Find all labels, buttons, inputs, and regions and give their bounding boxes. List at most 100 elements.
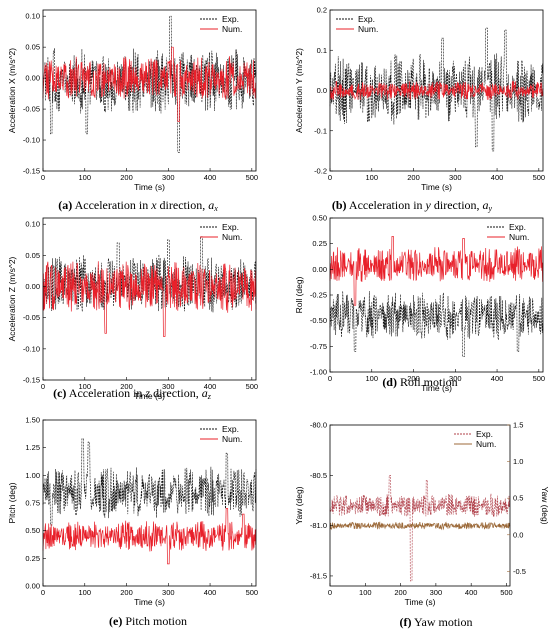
y-axis-label: Roll (deg)	[294, 276, 304, 313]
caption-text: Roll motion	[400, 375, 458, 389]
caption-letter: (d)	[382, 375, 397, 389]
series-line-num	[329, 236, 544, 306]
legend-label-num: Num.	[222, 232, 242, 242]
x-tick-label: 500	[533, 173, 546, 182]
y-axis-label: Acceleration Y (m/s^2)	[294, 48, 304, 133]
caption-rest: direction,	[431, 198, 483, 212]
x-tick-label: 300	[430, 588, 443, 597]
y-right-tick-label: 0.0	[513, 530, 523, 539]
x-tick-label: 0	[328, 374, 332, 383]
x-tick-label: 100	[79, 173, 92, 182]
x-tick-label: 500	[500, 588, 513, 597]
legend-label-num: Num.	[222, 434, 242, 444]
x-axis-label: Time (s)	[421, 383, 452, 393]
panel-caption: (b) Acceleration in y direction, ay	[332, 198, 493, 213]
y-tick-label: 0.2	[317, 6, 327, 15]
y-axis-label: Yaw (deg)	[294, 486, 304, 524]
caption-variable: x	[150, 198, 157, 212]
y-tick-label: 0.25	[25, 554, 40, 563]
plot-frame	[329, 424, 511, 587]
y-axis-label: Acceleration Z (m/s^2)	[7, 256, 17, 341]
legend-label-exp: Exp.	[476, 429, 493, 439]
y-tick-label: -0.1	[314, 126, 327, 135]
x-tick-label: 100	[79, 382, 92, 391]
y-axis-label: Acceleration X (m/s^2)	[7, 48, 17, 133]
y-tick-label: 0.00	[25, 74, 40, 83]
y-tick-label: 0.0	[317, 86, 327, 95]
y-tick-label: -81.0	[310, 521, 327, 530]
series-line-num	[329, 521, 511, 531]
y-axis-label: Pitch (deg)	[7, 482, 17, 523]
x-tick-label: 300	[162, 173, 175, 182]
chart-panel-c: 0 100 200 300 400 500 -0.15 -0.10 -0.05 0.00 0.05 0…	[7, 217, 259, 401]
plot-frame	[42, 9, 257, 172]
y-axis-label-right: Yaw (deg)	[540, 486, 550, 524]
y-tick-label: -0.05	[23, 313, 40, 322]
legend-label-exp: Exp.	[509, 222, 526, 232]
caption-symbol: a	[202, 386, 208, 400]
y-tick-label: 0.50	[312, 214, 327, 223]
x-tick-label: 400	[204, 382, 217, 391]
x-tick-label: 300	[449, 173, 462, 182]
legend-label-num: Num.	[509, 232, 529, 242]
caption-subscript: z	[207, 392, 212, 401]
caption-subscript: x	[213, 204, 218, 213]
y-tick-label: -0.50	[310, 316, 327, 325]
y-tick-label: 0.00	[25, 282, 40, 291]
x-tick-label: 200	[120, 382, 133, 391]
caption-variable: z	[144, 386, 150, 400]
x-tick-label: 300	[449, 374, 462, 383]
y-tick-label: 0.25	[312, 239, 327, 248]
x-axis-label: Time (s)	[421, 182, 452, 192]
y-tick-label: -1.00	[310, 368, 327, 377]
y-tick-label: -0.15	[23, 167, 40, 176]
legend-label-exp: Exp.	[222, 222, 239, 232]
x-tick-label: 100	[79, 588, 92, 597]
legend-label-exp: Exp.	[222, 14, 239, 24]
x-tick-label: 400	[204, 173, 217, 182]
legend-label-num: Num.	[358, 24, 378, 34]
series-line-num	[42, 46, 257, 122]
caption-text: Acceleration in	[349, 198, 426, 212]
chart-panel-f: 0 100 200 300 400 500 -81.5 -81.0 -80.5 -80.0 -0.5…	[294, 421, 550, 630]
y-tick-label: 0.00	[25, 582, 40, 591]
x-tick-label: 300	[162, 382, 175, 391]
panel-caption: (d) Roll motion	[382, 375, 457, 389]
y-tick-label: -0.05	[23, 105, 40, 114]
y-tick-label: 0.75	[25, 499, 40, 508]
chart-panel-a: 0 100 200 300 400 500 -0.15 -0.10 -0.05 0.00 0.05 0…	[7, 9, 259, 213]
x-tick-label: 500	[533, 374, 546, 383]
caption-letter: (c)	[53, 386, 66, 400]
series-line-num	[42, 508, 257, 565]
legend-label-exp: Exp.	[358, 14, 375, 24]
caption-text: Acceleration in	[69, 386, 146, 400]
y-tick-label: 0.10	[25, 12, 40, 21]
chart-panel-e: 0 100 200 300 400 500 0.00 0.25 0.50 0.75 1.00 1.25…	[7, 416, 258, 629]
x-tick-label: 100	[359, 588, 372, 597]
y-tick-label: -80.0	[310, 421, 327, 430]
x-tick-label: 400	[491, 173, 504, 182]
y-right-tick-label: 0.5	[513, 494, 523, 503]
caption-letter: (a)	[58, 198, 72, 212]
caption-text: Acceleration in	[75, 198, 152, 212]
chart-panel-b: 0 100 200 300 400 500 -0.2 -0.1 0.0 0.1 0.2 Time (s…	[294, 6, 545, 214]
x-tick-label: 300	[162, 588, 175, 597]
x-tick-label: 500	[246, 382, 259, 391]
plot-frame	[42, 217, 257, 381]
y-right-tick-label: 1.0	[513, 457, 523, 466]
y-tick-label: 0.10	[25, 220, 40, 229]
legend-label-exp: Exp.	[222, 424, 239, 434]
y-tick-label: 0.00	[312, 265, 327, 274]
x-axis-label: Time (s)	[134, 391, 165, 401]
x-tick-label: 100	[366, 374, 379, 383]
y-tick-label: -0.25	[310, 291, 327, 300]
legend-label-num: Num.	[222, 24, 242, 34]
panel-caption: (a) Acceleration in x direction, ax	[58, 198, 218, 213]
legend-label-num: Num.	[476, 439, 496, 449]
x-tick-label: 0	[328, 173, 332, 182]
y-right-tick-label: -0.5	[513, 567, 526, 576]
x-tick-label: 500	[246, 173, 259, 182]
series-line-exp	[329, 475, 511, 582]
x-tick-label: 0	[41, 382, 45, 391]
